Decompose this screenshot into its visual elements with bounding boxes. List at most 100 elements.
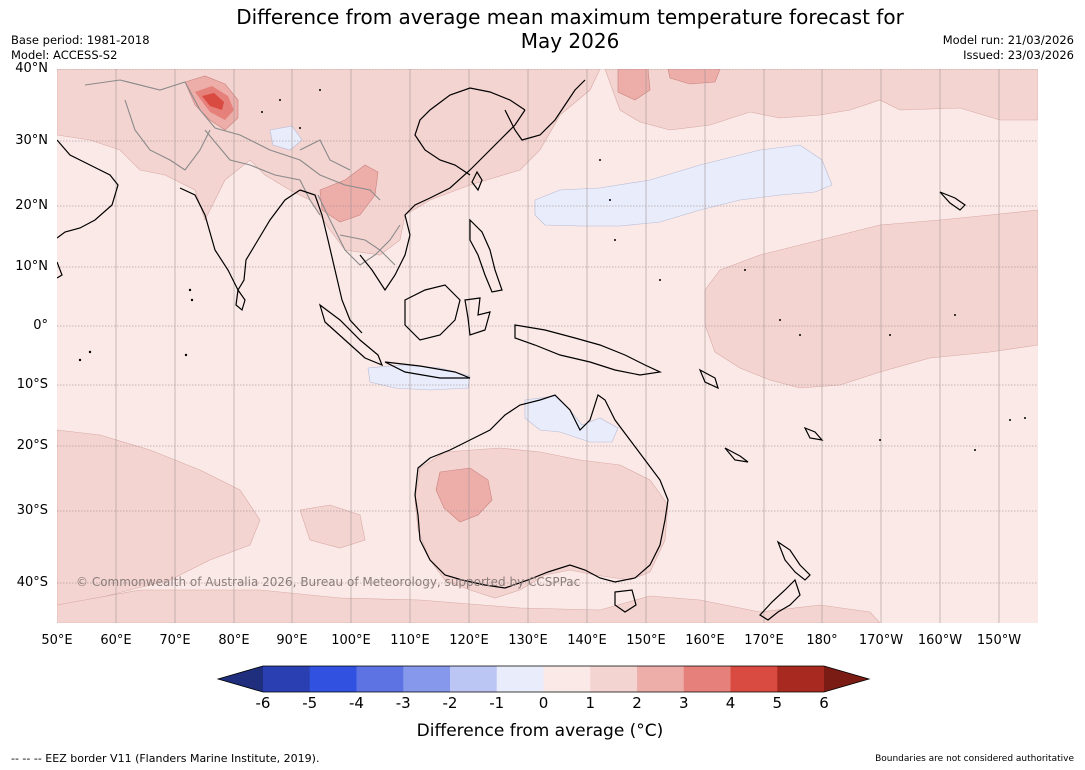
island bbox=[279, 99, 281, 101]
coast-sri-lanka bbox=[235, 288, 246, 312]
coast-arabia bbox=[57, 139, 119, 239]
island bbox=[184, 353, 188, 357]
coast-bay-bengal bbox=[299, 189, 363, 334]
model-name: Model: ACCESS-S2 bbox=[11, 48, 118, 62]
colorbar-segment bbox=[730, 666, 778, 692]
island bbox=[779, 319, 781, 321]
colorbar-segment bbox=[637, 666, 685, 692]
island bbox=[609, 199, 611, 201]
island bbox=[88, 350, 92, 354]
colorbar-segment bbox=[543, 666, 591, 692]
colorbar-segment bbox=[683, 666, 731, 692]
coast-new-caledonia bbox=[724, 447, 749, 463]
coast-sulawesi bbox=[464, 297, 491, 336]
colorbar-segment bbox=[356, 666, 404, 692]
eez-border-note: -- -- -- EEZ border V11 (Flanders Marine… bbox=[11, 752, 320, 765]
colorbar-tick-label: 5 bbox=[772, 694, 783, 712]
border-myanmar bbox=[317, 194, 401, 266]
meta-left: Base period: 1981-2018 Model: ACCESS-S2 bbox=[11, 33, 150, 63]
country-borders bbox=[84, 79, 401, 266]
cool-region-timor-sea bbox=[367, 364, 471, 391]
colorbar-tick-label: 4 bbox=[725, 694, 736, 712]
island bbox=[1009, 419, 1011, 421]
lon-label-100e: 100°E bbox=[331, 633, 371, 648]
coast-borneo bbox=[404, 284, 461, 341]
map-title: Difference from average mean maximum tem… bbox=[195, 5, 945, 53]
map-area bbox=[57, 69, 1038, 623]
anomaly-region-north-pacific bbox=[604, 69, 1038, 131]
colorbar-segment bbox=[403, 666, 451, 692]
island bbox=[188, 288, 192, 292]
island bbox=[78, 358, 82, 362]
lon-label-70e: 70°E bbox=[159, 633, 191, 648]
border-india bbox=[204, 129, 321, 216]
coast-tasmania bbox=[614, 589, 637, 613]
lon-label-90e: 90°E bbox=[276, 633, 308, 648]
colorbar-segment bbox=[777, 666, 825, 692]
lon-label-140e: 140°E bbox=[567, 633, 607, 648]
anomaly-region-southern-band bbox=[57, 589, 881, 623]
lat-label-10s: 10°S bbox=[16, 377, 48, 392]
lon-label-110e: 110°E bbox=[390, 633, 430, 648]
island bbox=[799, 334, 801, 336]
lon-label-60e: 60°E bbox=[100, 633, 132, 648]
lon-label-150w: 150°W bbox=[976, 633, 1022, 648]
lon-label-130e: 130°E bbox=[508, 633, 548, 648]
anomaly-region-pacific-north bbox=[617, 69, 651, 101]
coast-china-north bbox=[414, 87, 526, 176]
lat-gridlines bbox=[57, 69, 1038, 584]
colorbar-tick-label: 6 bbox=[819, 694, 829, 712]
colorbar-title: Difference from average (°C) bbox=[416, 721, 664, 741]
island bbox=[299, 127, 301, 129]
lat-label-40s: 40°S bbox=[16, 575, 48, 590]
colorbar-extend-min bbox=[218, 666, 263, 692]
colorbar-segment bbox=[450, 666, 498, 692]
colorbar-tick-label: 0 bbox=[538, 694, 549, 712]
coast-australia bbox=[414, 394, 669, 589]
lat-label-30n: 30°N bbox=[15, 133, 48, 148]
island bbox=[954, 314, 956, 316]
anomaly-region-south-indian bbox=[299, 504, 366, 549]
island bbox=[261, 111, 263, 113]
colorbar-tick-label: 1 bbox=[585, 694, 596, 712]
border-se-asia bbox=[339, 234, 396, 266]
colorbar-extend-max bbox=[824, 666, 869, 692]
island-dots bbox=[78, 89, 1026, 451]
border-iran-pakistan bbox=[124, 99, 211, 171]
anomaly-region-4-5 bbox=[202, 93, 224, 110]
cool-region-tibet bbox=[269, 125, 303, 151]
colorbar-segment bbox=[309, 666, 357, 692]
lat-label-0: 0° bbox=[33, 318, 48, 333]
island bbox=[319, 89, 321, 91]
coast-hawaii bbox=[939, 191, 966, 211]
anomaly-region-central-pacific bbox=[704, 209, 1038, 389]
colorbar-tick-label: 2 bbox=[632, 694, 642, 712]
lon-label-80e: 80°E bbox=[218, 633, 250, 648]
title-line-2: May 2026 bbox=[520, 29, 620, 53]
coast-solomon bbox=[698, 368, 719, 390]
border-central-asia bbox=[84, 79, 381, 201]
island bbox=[599, 159, 601, 161]
coast-java bbox=[384, 361, 471, 379]
colorbar-segment bbox=[263, 666, 311, 692]
coast-sumatra bbox=[318, 303, 384, 367]
island bbox=[744, 269, 746, 271]
coast-africa-horn bbox=[57, 261, 63, 279]
island bbox=[879, 439, 881, 441]
base-period: Base period: 1981-2018 bbox=[11, 33, 150, 47]
colorbar-tick-label: -5 bbox=[302, 694, 318, 712]
island bbox=[889, 334, 891, 336]
lon-label-170w: 170°W bbox=[858, 633, 904, 648]
lat-label-30s: 30°S bbox=[16, 503, 48, 518]
coast-korea-japan bbox=[504, 79, 586, 141]
lat-label-40n: 40°N bbox=[15, 61, 48, 76]
island bbox=[659, 279, 661, 281]
lon-label-50e: 50°E bbox=[41, 633, 73, 648]
island bbox=[974, 449, 976, 451]
title-line-1: Difference from average mean maximum tem… bbox=[236, 5, 904, 29]
island bbox=[190, 298, 194, 302]
model-run: Model run: 21/03/2026 bbox=[942, 33, 1074, 47]
issued-date: Issued: 23/03/2026 bbox=[963, 48, 1074, 62]
colorbar-tick-label: -3 bbox=[395, 694, 411, 712]
